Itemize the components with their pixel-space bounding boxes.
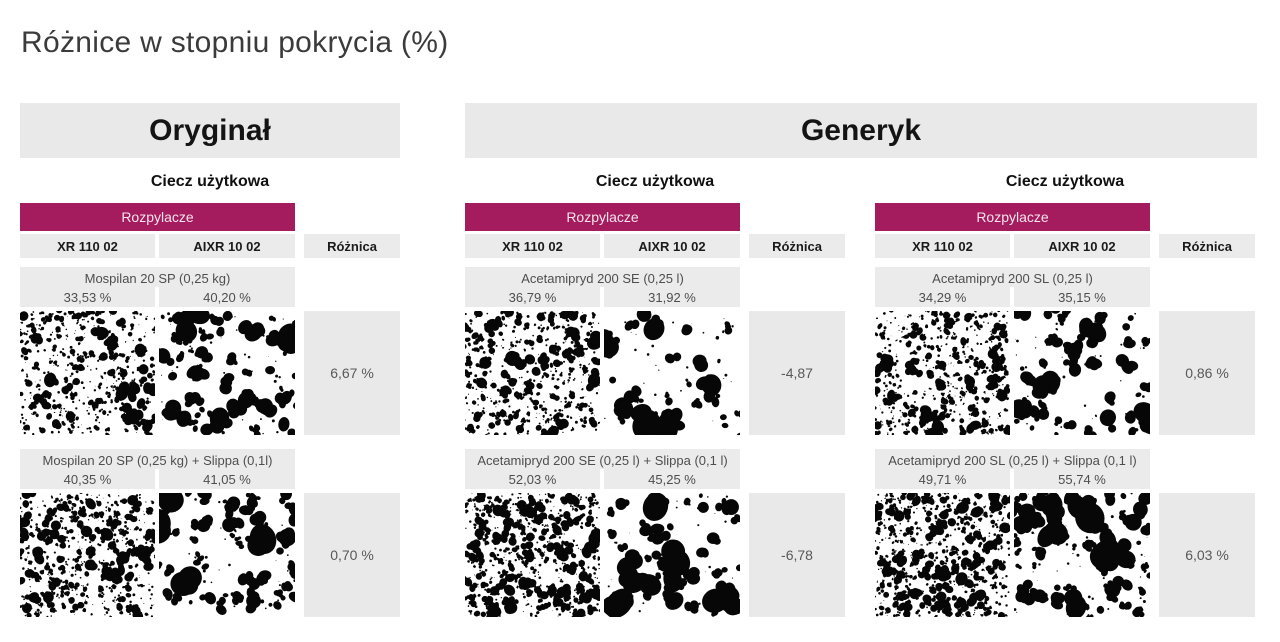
- coverage-value-xr: 33,53 %: [20, 287, 155, 307]
- spray-coverage-image: [20, 311, 155, 435]
- product-block: Acetamipryd 200 SE (0,25 l) + Slippa (0,…: [465, 449, 740, 489]
- table-row-label: Mospilan 20 SP (0,25 kg) 33,53 % 40,20 %: [20, 267, 400, 307]
- column-header-aixr1002: AIXR 10 02: [1014, 234, 1150, 258]
- image-cell: [604, 311, 740, 435]
- product-label: Acetamipryd 200 SE (0,25 l): [465, 267, 740, 287]
- product-block: Acetamipryd 200 SE (0,25 l) 36,79 % 31,9…: [465, 267, 740, 307]
- table-subheader: Ciecz użytkowa: [150, 173, 270, 190]
- table-row-label: Acetamipryd 200 SE (0,25 l) 36,79 % 31,9…: [465, 267, 845, 307]
- image-cell: [20, 311, 155, 435]
- section-header-generic: Generyk: [465, 103, 1257, 158]
- sprayers-header: Rozpylacze: [20, 203, 295, 231]
- table-subheader: Ciecz użytkowa: [595, 173, 715, 190]
- spray-coverage-image: [159, 311, 295, 435]
- coverage-value-aixr: 41,05 %: [159, 469, 295, 489]
- coverage-value-xr: 36,79 %: [465, 287, 600, 307]
- column-header-aixr1002: AIXR 10 02: [159, 234, 295, 258]
- spray-coverage-image: [604, 493, 740, 617]
- column-header-xr11002: XR 110 02: [875, 234, 1010, 258]
- comparison-table-generic-sl: Ciecz użytkowa Rozpylacze XR 110 02 AIXR…: [875, 173, 1255, 617]
- section-header-original: Oryginał: [20, 103, 400, 158]
- coverage-value-aixr: 45,25 %: [604, 469, 740, 489]
- image-cell: [1014, 311, 1150, 435]
- image-cell: [875, 311, 1010, 435]
- coverage-value-xr: 52,03 %: [465, 469, 600, 489]
- difference-value: -4,87: [749, 311, 845, 435]
- coverage-value-xr: 34,29 %: [875, 287, 1010, 307]
- coverage-value-aixr: 40,20 %: [159, 287, 295, 307]
- column-header-difference: Różnica: [1159, 234, 1255, 258]
- spray-coverage-image: [875, 311, 1010, 435]
- sprayers-row: Rozpylacze: [465, 203, 845, 231]
- coverage-value-xr: 40,35 %: [20, 469, 155, 489]
- difference-value: 0,70 %: [304, 493, 400, 617]
- image-cell: [1014, 493, 1150, 617]
- product-label: Acetamipryd 200 SL (0,25 l): [875, 267, 1150, 287]
- spray-coverage-image: [465, 493, 600, 617]
- sprayers-row: Rozpylacze: [20, 203, 400, 231]
- product-block: Acetamipryd 200 SL (0,25 l) + Slippa (0,…: [875, 449, 1150, 489]
- table-row-label: Mospilan 20 SP (0,25 kg) + Slippa (0,1l)…: [20, 449, 400, 489]
- product-block: Mospilan 20 SP (0,25 kg) 33,53 % 40,20 %: [20, 267, 295, 307]
- column-header-row: XR 110 02 AIXR 10 02 Różnica: [875, 234, 1255, 258]
- spray-coverage-image: [604, 311, 740, 435]
- difference-value: 6,67 %: [304, 311, 400, 435]
- table-subheader: Ciecz użytkowa: [1005, 173, 1125, 190]
- image-cell: [20, 493, 155, 617]
- image-cell: [604, 493, 740, 617]
- column-header-difference: Różnica: [749, 234, 845, 258]
- product-block: Acetamipryd 200 SL (0,25 l) 34,29 % 35,1…: [875, 267, 1150, 307]
- product-label: Acetamipryd 200 SL (0,25 l) + Slippa (0,…: [875, 449, 1150, 469]
- image-cell: [465, 311, 600, 435]
- coverage-value-aixr: 31,92 %: [604, 287, 740, 307]
- table-row-label: Acetamipryd 200 SL (0,25 l) + Slippa (0,…: [875, 449, 1255, 489]
- image-cell: [875, 493, 1010, 617]
- column-header-xr11002: XR 110 02: [465, 234, 600, 258]
- difference-value: 6,03 %: [1159, 493, 1255, 617]
- spray-coverage-image: [1014, 311, 1150, 435]
- table-row-label: Acetamipryd 200 SE (0,25 l) + Slippa (0,…: [465, 449, 845, 489]
- column-header-row: XR 110 02 AIXR 10 02 Różnica: [465, 234, 845, 258]
- table-row-label: Acetamipryd 200 SL (0,25 l) 34,29 % 35,1…: [875, 267, 1255, 307]
- product-block: Mospilan 20 SP (0,25 kg) + Slippa (0,1l)…: [20, 449, 295, 489]
- coverage-value-aixr: 55,74 %: [1014, 469, 1150, 489]
- column-header-xr11002: XR 110 02: [20, 234, 155, 258]
- column-header-row: XR 110 02 AIXR 10 02 Różnica: [20, 234, 400, 258]
- table-row-images: 0,86 %: [875, 311, 1255, 435]
- difference-value: -6,78: [749, 493, 845, 617]
- spray-coverage-image: [20, 493, 155, 617]
- difference-value: 0,86 %: [1159, 311, 1255, 435]
- spray-coverage-image: [1014, 493, 1150, 617]
- table-row-images: -4,87: [465, 311, 845, 435]
- image-cell: [159, 493, 295, 617]
- page-title: Różnice w stopniu pokrycia (%): [21, 26, 449, 59]
- spray-coverage-image: [159, 493, 295, 617]
- product-label: Acetamipryd 200 SE (0,25 l) + Slippa (0,…: [465, 449, 740, 469]
- coverage-value-aixr: 35,15 %: [1014, 287, 1150, 307]
- comparison-table-generic-se: Ciecz użytkowa Rozpylacze XR 110 02 AIXR…: [465, 173, 845, 617]
- table-row-images: 0,70 %: [20, 493, 400, 617]
- product-label: Mospilan 20 SP (0,25 kg) + Slippa (0,1l): [20, 449, 295, 469]
- table-row-images: 6,03 %: [875, 493, 1255, 617]
- comparison-table-original: Ciecz użytkowa Rozpylacze XR 110 02 AIXR…: [20, 173, 400, 617]
- column-header-difference: Różnica: [304, 234, 400, 258]
- spray-coverage-image: [465, 311, 600, 435]
- table-row-images: -6,78: [465, 493, 845, 617]
- image-cell: [159, 311, 295, 435]
- product-label: Mospilan 20 SP (0,25 kg): [20, 267, 295, 287]
- table-row-images: 6,67 %: [20, 311, 400, 435]
- spray-coverage-image: [875, 493, 1010, 617]
- column-header-aixr1002: AIXR 10 02: [604, 234, 740, 258]
- image-cell: [465, 493, 600, 617]
- sprayers-header: Rozpylacze: [875, 203, 1150, 231]
- sprayers-header: Rozpylacze: [465, 203, 740, 231]
- sprayers-row: Rozpylacze: [875, 203, 1255, 231]
- coverage-value-xr: 49,71 %: [875, 469, 1010, 489]
